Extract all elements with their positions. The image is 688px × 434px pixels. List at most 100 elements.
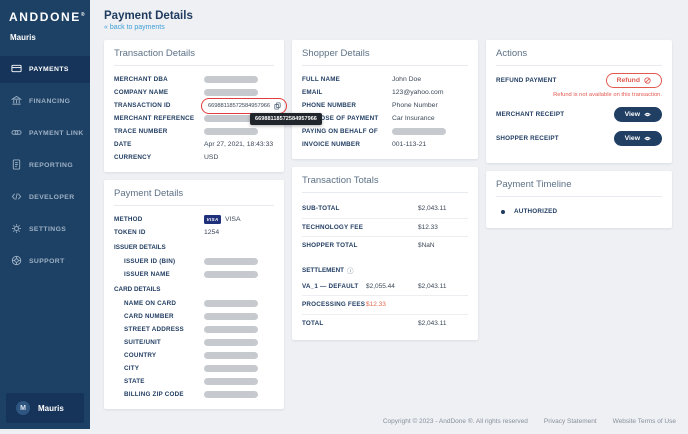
shopper-total-amount: $NaN [418,242,435,250]
subtotal-amount: $2,043.11 [418,205,447,213]
refund-unavailable-note: Refund is not available on this transact… [553,92,662,98]
total-label: TECHNOLOGY FEE [302,223,364,231]
field-label: CARD NUMBER [124,312,174,320]
sidebar-item-financing[interactable]: FINANCING [0,88,90,115]
sidebar-item-label: PAYMENTS [29,66,69,73]
sidebar-item-developer[interactable]: DEVELOPER [0,184,90,211]
field-label: COUNTRY [124,351,157,359]
view-button-label: View [624,111,640,118]
view-merchant-receipt-button[interactable]: View [613,107,662,122]
card-title: Payment Details [114,188,274,206]
field-label: CITY [124,364,140,372]
footer: Copyright © 2023 - AndDone ®. All rights… [104,409,678,434]
field-label: STATE [124,377,145,385]
copyright-text: Copyright © 2023 - AndDone ®. All rights… [382,418,528,425]
redacted-value-bar [204,391,258,398]
field-row: PURPOSE OF PAYMENT Car Insurance [302,112,468,125]
field-row: CITY [114,362,274,375]
sidebar-item-payment-link[interactable]: PAYMENT LINK [0,120,90,147]
field-label: SUITE/UNIT [124,338,161,346]
view-shopper-receipt-button[interactable]: View [613,131,662,146]
token-id-value: 1254 [204,229,220,236]
copy-icon[interactable] [274,102,281,110]
field-label: DATE [114,140,132,148]
field-row: NAME ON CARD [114,297,274,310]
payment-details-card: Payment Details METHOD VISA VISA TOKEN I… [104,180,284,409]
field-row: SUITE/UNIT [114,336,274,349]
field-row: STREET ADDRESS [114,323,274,336]
sidebar-item-label: PAYMENT LINK [29,130,84,137]
field-row: INVOICE NUMBER 001-113-21 [302,138,468,151]
grand-total-amount: $2,043.11 [418,320,447,327]
sidebar-item-label: SUPPORT [29,258,65,265]
field-row: PHONE NUMBER Phone Number [302,99,468,112]
field-label: PURPOSE OF PAYMENT [302,114,379,122]
shopper-receipt-label: SHOPPER RECEIPT [496,134,559,142]
redacted-value-bar [204,258,258,265]
field-label: MERCHANT DBA [114,75,168,83]
redacted-value-bar [204,271,258,278]
settlement-row: VA_1 — DEFAULT $2,055.44 $2,043.11 [302,278,468,297]
currency-value: USD [204,154,219,161]
redacted-value-bar [204,326,258,333]
privacy-statement-link[interactable]: Privacy Statement [543,418,597,425]
merchant-receipt-label: MERCHANT RECEIPT [496,110,565,118]
sidebar-item-settings[interactable]: SETTINGS [0,216,90,243]
redacted-value-bar [204,313,258,320]
total-row: SUB-TOTAL $2,043.11 [302,200,468,219]
redacted-value-bar [204,365,258,372]
sidebar-item-label: FINANCING [29,98,71,105]
actions-card: Actions REFUND PAYMENT Refund Refund is … [486,40,672,163]
user-account-button[interactable]: M Mauris [6,393,84,423]
field-row: COMPANY NAME [114,86,274,99]
field-row: TRACE NUMBER [114,125,274,138]
field-label: NAME ON CARD [124,299,177,307]
full-name-value: John Doe [392,76,422,83]
workspace-name: Mauris [10,33,36,42]
date-value: Apr 27, 2021, 18:43:33 [204,141,274,148]
user-name: Mauris [38,403,64,413]
refund-button[interactable]: Refund [605,73,662,88]
phone-number-value: Phone Number [392,102,438,109]
purpose-value: Car Insurance [392,115,435,122]
field-label: METHOD [114,215,143,223]
field-label: CURRENCY [114,153,152,161]
field-row: BILLING ZIP CODE [114,388,274,401]
settlement-label: VA_1 — DEFAULT [302,282,359,290]
email-value: 123@yahoo.com [392,89,444,96]
sidebar-nav: PAYMENTS FINANCING PAYMENT LINK REPORTIN… [0,56,90,280]
sidebar-item-label: SETTINGS [29,226,67,233]
field-row: CURRENCY USD [114,151,274,164]
card-title: Shopper Details [302,48,468,66]
field-row: ISSUER ID (BIN) [114,255,274,268]
sidebar-item-reporting[interactable]: REPORTING [0,152,90,179]
timeline-event: AUTHORIZED [496,204,662,220]
total-label: SHOPPER TOTAL [302,242,358,250]
sidebar-item-support[interactable]: SUPPORT [0,248,90,275]
copied-tooltip: 66988118572584957966 [250,112,322,125]
total-final-row: TOTAL $2,043.11 [302,315,468,333]
field-row: FULL NAME John Doe [302,73,468,86]
settlement-label: PROCESSING FEES [302,301,366,309]
column-left: Transaction Details MERCHANT DBA COMPANY… [104,40,322,409]
field-label: ISSUER ID (BIN) [124,257,176,265]
redacted-value-bar [204,300,258,307]
redacted-value-bar [204,339,258,346]
redacted-value-bar [204,76,258,83]
eye-icon [644,136,651,141]
card-title: Transaction Details [114,48,274,66]
sidebar-item-label: DEVELOPER [29,194,75,201]
column-middle: Shopper Details FULL NAME John Doe EMAIL… [292,40,478,341]
terms-of-use-link[interactable]: Website Terms of Use [612,418,676,425]
field-row: COUNTRY [114,349,274,362]
settlement-row: PROCESSING FEES $12.33 [302,296,468,315]
info-icon[interactable]: ⓘ [346,268,354,276]
card-details-section-header: CARD DETAILS [114,286,161,293]
back-to-payments-link[interactable]: « back to payments [104,24,165,31]
payment-timeline-card: Payment Timeline AUTHORIZED [486,171,672,228]
field-label: MERCHANT REFERENCE [114,114,195,122]
sidebar-item-payments[interactable]: PAYMENTS [0,56,90,83]
invoice-number-value: 001-113-21 [392,141,427,148]
field-row-transaction-id: TRANSACTION ID 66988118572584957966 6698… [114,97,322,125]
field-row: TOKEN ID 1254 [114,226,274,239]
